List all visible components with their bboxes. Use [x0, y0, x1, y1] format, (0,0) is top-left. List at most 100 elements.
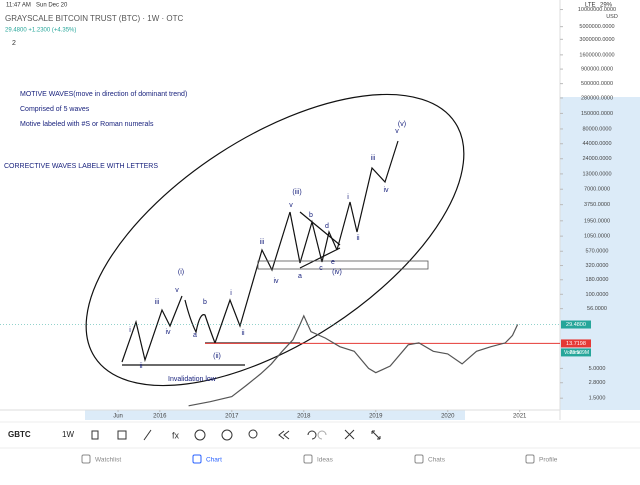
- y-tick-label: 3750.0000: [584, 202, 610, 208]
- nav-icon[interactable]: [192, 454, 202, 464]
- wave-label: (iii): [292, 189, 301, 196]
- wave-label: d: [325, 223, 329, 230]
- wave-label: iv: [273, 278, 279, 285]
- network: LTE: [585, 3, 596, 9]
- candle-type-icon[interactable]: [91, 430, 99, 440]
- nav-item[interactable]: Ideas: [317, 457, 334, 464]
- y-tick-label: 3000000.0000: [579, 37, 614, 43]
- y-tick-label: 44000.0000: [582, 141, 611, 147]
- axis-highlight: [560, 97, 640, 410]
- fullscreen-icon[interactable]: [371, 430, 381, 440]
- quote: 29.4800 +1.2300 (+4.35%): [5, 28, 76, 34]
- symbol-title: GRAYSCALE BITCOIN TRUST (BTC) · 1W · OTC: [5, 14, 183, 23]
- wave-drawing: [85, 93, 465, 387]
- y-tick-label: 24000.0000: [582, 156, 611, 162]
- y-tick-label: 1.5000: [589, 396, 606, 402]
- y-tick-label: 1600000.0000: [579, 52, 614, 58]
- axis-highlight: [85, 410, 465, 420]
- wave-label: b: [203, 299, 207, 306]
- add-icon[interactable]: [194, 429, 206, 441]
- wave-line: [214, 211, 291, 344]
- idea-icon[interactable]: [248, 429, 258, 439]
- wave-label: iii: [260, 239, 265, 246]
- nav-item[interactable]: Chats: [428, 457, 446, 464]
- tools-icon[interactable]: [344, 429, 355, 440]
- wave-label: b: [309, 212, 313, 219]
- triangle-line: [299, 247, 341, 269]
- nav-item[interactable]: Chart: [206, 457, 222, 464]
- nav-icon[interactable]: [303, 454, 313, 464]
- replay-icon[interactable]: [278, 430, 290, 440]
- nav-icon[interactable]: [81, 454, 91, 464]
- x-tick-label: 2017: [225, 414, 239, 420]
- x-tick-label: 2021: [513, 414, 527, 420]
- wave-label: a: [193, 332, 197, 339]
- loop: [85, 93, 465, 387]
- header: GRAYSCALE BITCOIN TRUST (BTC) · 1W · OTC…: [5, 14, 183, 47]
- nav-item[interactable]: Watchlist: [95, 457, 121, 464]
- wave-label: ii: [356, 235, 360, 242]
- wave-label: (iv): [332, 269, 342, 276]
- volume-label: Volume: [564, 350, 581, 356]
- nav-item[interactable]: Profile: [539, 457, 558, 464]
- toolbar-interval[interactable]: 1W: [62, 430, 74, 439]
- wave-label: iii: [371, 155, 376, 162]
- fx-icon[interactable]: fx: [172, 430, 180, 440]
- wave-label: i: [347, 194, 349, 201]
- y-tick-label: 150000.0000: [581, 111, 613, 117]
- x-tick-label: 2016: [153, 414, 167, 420]
- y-tick-label: 10000000.0000: [578, 7, 616, 13]
- price-tag: [561, 320, 591, 329]
- wave-label: iv: [383, 187, 389, 194]
- y-tick-label: 900000.0000: [581, 67, 613, 73]
- wave-line: [184, 299, 216, 344]
- y-tick-label: 1050.0000: [584, 234, 610, 240]
- wave-line: [336, 140, 399, 251]
- nav-icon[interactable]: [525, 454, 535, 464]
- volume-tag: [561, 348, 591, 357]
- wave-label: v: [175, 287, 179, 294]
- triangle-line: [299, 211, 341, 246]
- wave-label: (ii): [213, 353, 221, 360]
- y-tick-label: 5.0000: [589, 366, 606, 372]
- y-tick-label: 56.0000: [587, 306, 607, 312]
- y-tick-label: 2.8000: [589, 380, 606, 386]
- note: Motive labeled with #S or Roman numerals: [20, 121, 154, 128]
- undo-icon[interactable]: [307, 430, 317, 440]
- indicators-icon[interactable]: [117, 430, 127, 440]
- note: Invalidation low: [168, 376, 217, 383]
- wave-label: (i): [178, 269, 184, 276]
- wave-label: c: [319, 265, 323, 272]
- note: CORRECTIVE WAVES LABELE WITH LETTERS: [4, 163, 158, 170]
- status-bar: 11:47 AM Sun Dec 20 LTE 29%: [6, 3, 613, 9]
- x-tick-label: 2020: [441, 414, 455, 420]
- toolbar-symbol[interactable]: GBTC: [8, 430, 31, 439]
- alert-icon[interactable]: [221, 429, 233, 441]
- horizontal-line-label: 13.7198: [566, 341, 586, 347]
- battery: 29%: [600, 3, 613, 9]
- x-tick-label: 2019: [369, 414, 383, 420]
- date: Sun Dec 20: [36, 3, 68, 9]
- wave-label: i: [230, 290, 232, 297]
- x-tick-label: 2018: [297, 414, 311, 420]
- y-tick-label: 7000.0000: [584, 187, 610, 193]
- nav-icon[interactable]: [414, 454, 424, 464]
- wave-label: ii: [241, 330, 245, 337]
- y-tick-label: 100.0000: [586, 292, 609, 298]
- y-tick-label: 5000000.0000: [579, 24, 614, 30]
- wave-label: i: [129, 327, 131, 334]
- time: 11:47 AM: [6, 3, 31, 9]
- y-tick-label: 13000.0000: [582, 171, 611, 177]
- wave-line: [121, 295, 183, 363]
- wave-label: v: [395, 128, 399, 135]
- redo-icon[interactable]: [317, 430, 327, 440]
- y-tick-label: 500000.0000: [581, 81, 613, 87]
- note: MOTIVE WAVES(move in direction of domina…: [20, 91, 187, 98]
- wave-label: iii: [155, 299, 160, 306]
- draw-icon[interactable]: [143, 429, 152, 441]
- price-line: [188, 314, 519, 407]
- nav-bar: Watchlist Chart Ideas Chats Profile: [0, 447, 640, 464]
- y-tick-label: 570.0000: [586, 249, 609, 255]
- toolbar: GBTC 1W fx: [0, 421, 640, 441]
